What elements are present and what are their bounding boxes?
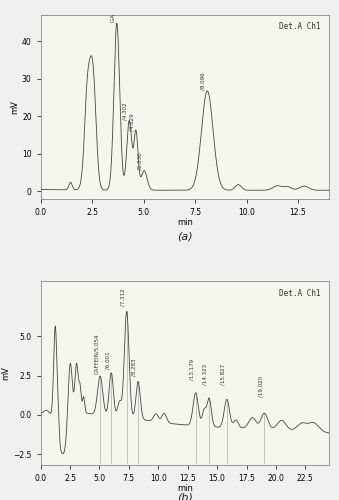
Text: /15.827: /15.827 (221, 364, 226, 385)
Text: GALLIC ACID /3.699: GALLIC ACID /3.699 (110, 0, 115, 22)
Text: /19.020: /19.020 (258, 376, 263, 398)
Text: /4.302: /4.302 (123, 102, 127, 120)
X-axis label: min: min (177, 218, 193, 227)
Text: /4.629: /4.629 (129, 114, 134, 131)
Text: /8.283: /8.283 (132, 358, 137, 376)
Text: /8.096: /8.096 (201, 72, 206, 90)
X-axis label: min: min (177, 484, 193, 494)
Y-axis label: mV: mV (10, 100, 19, 114)
Text: CAFFEIN/5.054: CAFFEIN/5.054 (94, 334, 99, 374)
Text: /7.312: /7.312 (120, 289, 125, 306)
Text: /5.030: /5.030 (138, 152, 143, 170)
Text: (a): (a) (177, 232, 193, 241)
Text: Det.A Ch1: Det.A Ch1 (279, 22, 320, 32)
Text: /13.179: /13.179 (190, 359, 195, 380)
Text: Det.A Ch1: Det.A Ch1 (279, 288, 320, 298)
Text: /14.323: /14.323 (203, 364, 208, 385)
Y-axis label: mV: mV (1, 366, 11, 380)
Text: (b): (b) (177, 492, 193, 500)
Text: /6.001: /6.001 (105, 352, 110, 369)
